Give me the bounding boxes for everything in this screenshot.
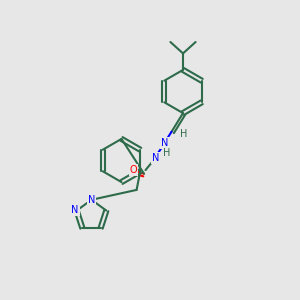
Text: H: H: [180, 129, 188, 139]
Text: O: O: [130, 165, 137, 175]
Text: N: N: [88, 195, 95, 205]
Text: H: H: [163, 148, 170, 158]
Text: N: N: [71, 205, 79, 215]
Text: N: N: [161, 138, 169, 148]
Text: N: N: [152, 153, 159, 163]
